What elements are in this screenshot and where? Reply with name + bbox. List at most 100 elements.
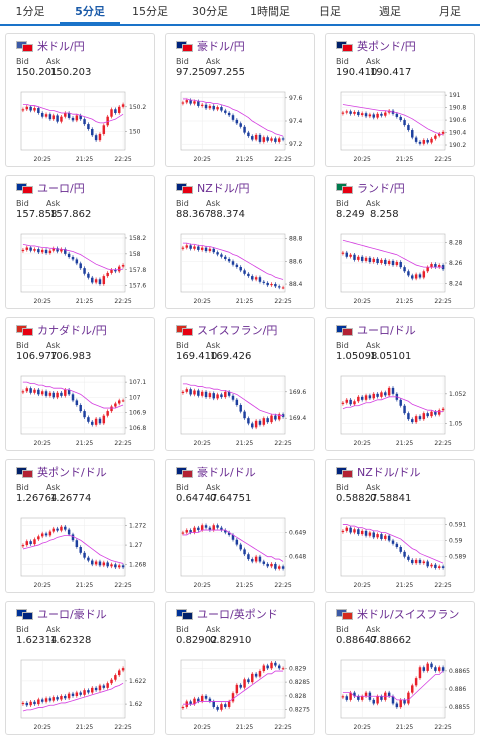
y-tick-label: 191 [449, 92, 461, 99]
rate-card[interactable]: ランド/円 Bid Ask 8.249 8.258 20:25 21:25 22:25 8.24… [325, 175, 475, 309]
pair-name[interactable]: ランド/円 [357, 182, 405, 195]
candle-body [414, 416, 418, 423]
rate-card[interactable]: ユーロ/円 Bid Ask 157.858 157.862 20:25 21:25 22:25… [5, 175, 155, 309]
pair-title[interactable]: カナダドル/円 [16, 323, 107, 337]
pair-name[interactable]: カナダドル/円 [37, 324, 107, 337]
rate-card[interactable]: スイスフラン/円 Bid Ask 169.410 169.426 20:25 21:25 22… [165, 317, 315, 451]
pair-title[interactable]: ユーロ/豪ドル [16, 607, 107, 621]
ask-price: 1.62328 [50, 635, 92, 646]
y-tick-label: 190.4 [449, 130, 466, 137]
tab-timeframe-0[interactable]: 1分足 [15, 5, 45, 18]
tab-timeframe-5[interactable]: 日足 [319, 5, 341, 18]
candle-body [91, 560, 94, 565]
candle-body [254, 673, 258, 677]
mini-chart[interactable]: 20:25 21:25 22:25 0.589 0.59 0.591 [331, 514, 473, 590]
pair-name[interactable]: NZドル/円 [197, 182, 250, 195]
pair-name[interactable]: ユーロ/英ポンド [197, 608, 278, 621]
pair-name[interactable]: スイスフラン/円 [197, 324, 278, 337]
rate-card[interactable]: 英ポンド/円 Bid Ask 190.410 190.417 20:25 21:25 22:2… [325, 33, 475, 167]
pair-title[interactable]: 米ドル/スイスフラン [336, 607, 459, 621]
pair-title[interactable]: 英ポンド/円 [336, 39, 416, 53]
pair-title[interactable]: NZドル/円 [176, 181, 249, 195]
candle-body [98, 133, 102, 141]
candle-body [247, 132, 250, 137]
x-tick-label: 20:25 [354, 156, 371, 163]
candle-body [251, 276, 254, 280]
rate-card[interactable]: ユーロ/英ポンド Bid Ask 0.82902 0.82910 20:25 21:25 22… [165, 601, 315, 735]
pair-title[interactable]: ユーロ/ドル [336, 323, 416, 337]
candle-body [60, 526, 63, 531]
mini-chart[interactable]: 20:25 21:25 22:25 190.2 190.4 190.6 190.8 191 [331, 88, 473, 164]
candle-body [121, 264, 125, 267]
tab-timeframe-3[interactable]: 30分足 [192, 5, 228, 18]
price-quotes: 1.05098 1.05101 [336, 351, 411, 362]
pair-name[interactable]: NZドル/ドル [357, 466, 421, 479]
pair-title[interactable]: 豪ドル/ドル [176, 465, 256, 479]
rate-card[interactable]: 豪ドル/円 Bid Ask 97.250 97.255 20:25 21:25 22:25 97… [165, 33, 315, 167]
tab-timeframe-4[interactable]: 1時間足 [250, 5, 290, 18]
mini-chart[interactable]: 20:25 21:25 22:25 88.4 88.6 88.8 [171, 230, 313, 306]
pair-title[interactable]: NZドル/ドル [336, 465, 420, 479]
mini-chart[interactable]: 20:25 21:25 22:25 1.62 1.622 [11, 656, 153, 732]
candle-body [353, 529, 356, 533]
rate-card[interactable]: NZドル/円 Bid Ask 88.367 88.374 20:25 21:25 22:25 8… [165, 175, 315, 309]
rate-card[interactable]: NZドル/ドル Bid Ask 0.58827 0.58841 20:25 21:25 22:… [325, 459, 475, 593]
candle-body [117, 266, 121, 272]
mini-chart[interactable]: 20:25 21:25 22:25 169.4 169.6 [171, 372, 313, 448]
candle-body [243, 126, 246, 133]
candle-body [21, 249, 25, 252]
rate-card[interactable]: 米ドル/円 Bid Ask 150.201 150.203 20:25 21:25 22:25… [5, 33, 155, 167]
candle-body [403, 405, 406, 414]
rate-card[interactable]: カナダドル/円 Bid Ask 106.977 106.983 20:25 21:25 22:… [5, 317, 155, 451]
candle-body [102, 125, 106, 134]
pair-name[interactable]: ユーロ/円 [37, 182, 85, 195]
candle-body [102, 685, 106, 688]
pair-name[interactable]: 英ポンド/円 [357, 40, 416, 53]
candle-body [349, 527, 352, 533]
candle-body [434, 564, 437, 568]
price-labels: Bid Ask [16, 341, 60, 350]
pair-name[interactable]: 英ポンド/ドル [37, 466, 107, 479]
mini-chart[interactable]: 20:25 21:25 22:25 1.268 1.27 1.272 [11, 514, 153, 590]
pair-name[interactable]: ユーロ/ドル [357, 324, 416, 337]
mini-chart[interactable]: 20:25 21:25 22:25 1.05 1.052 [331, 372, 473, 448]
pair-title[interactable]: 英ポンド/ドル [16, 465, 107, 479]
y-tick-label: 1.622 [129, 678, 146, 685]
mini-chart[interactable]: 20:25 21:25 22:25 8.24 8.26 8.28 [331, 230, 473, 306]
pair-name[interactable]: 豪ドル/ドル [197, 466, 256, 479]
pair-title[interactable]: 米ドル/円 [16, 39, 85, 53]
pair-title[interactable]: ランド/円 [336, 181, 405, 195]
pair-name[interactable]: ユーロ/豪ドル [37, 608, 107, 621]
bid-label: Bid [16, 341, 29, 350]
moving-average-line [342, 239, 444, 268]
bid-price: 88.367 [176, 209, 211, 220]
bid-price: 106.977 [16, 351, 58, 362]
mini-chart[interactable]: 20:25 21:25 22:25 0.648 0.649 [171, 514, 313, 590]
pair-title[interactable]: 豪ドル/円 [176, 39, 245, 53]
tab-timeframe-1[interactable]: 5分足 [60, 0, 120, 24]
pair-name[interactable]: 米ドル/スイスフラン [357, 608, 460, 621]
mini-chart[interactable]: 20:25 21:25 22:25 0.8275 0.828 0.8285 0.829 [171, 656, 313, 732]
tab-timeframe-2[interactable]: 15分足 [132, 5, 168, 18]
y-tick-label: 190.8 [449, 105, 466, 112]
pair-title[interactable]: スイスフラン/円 [176, 323, 277, 337]
currency-flags-icon [176, 608, 193, 620]
mini-chart[interactable]: 20:25 21:25 22:25 0.8855 0.886 0.8865 [331, 656, 473, 732]
pair-title[interactable]: ユーロ/英ポンド [176, 607, 278, 621]
pair-name[interactable]: 豪ドル/円 [197, 40, 245, 53]
ask-label: Ask [206, 199, 221, 208]
candle-body [426, 561, 429, 567]
mini-chart[interactable]: 20:25 21:25 22:25 150 150.2 [11, 88, 153, 164]
mini-chart[interactable]: 20:25 21:25 22:25 97.2 97.4 97.6 [171, 88, 313, 164]
rate-card[interactable]: 米ドル/スイスフラン Bid Ask 0.88647 0.88662 20:25 21:25… [325, 601, 475, 735]
rate-card[interactable]: ユーロ/豪ドル Bid Ask 1.62314 1.62328 20:25 21:25 22:… [5, 601, 155, 735]
mini-chart[interactable]: 20:25 21:25 22:25 157.6 157.8 158 158.2 [11, 230, 153, 306]
rate-card[interactable]: ユーロ/ドル Bid Ask 1.05098 1.05101 20:25 21:25 22:2… [325, 317, 475, 451]
pair-title[interactable]: ユーロ/円 [16, 181, 85, 195]
rate-card[interactable]: 豪ドル/ドル Bid Ask 0.64747 0.64751 20:25 21:25 22:2… [165, 459, 315, 593]
tab-timeframe-7[interactable]: 月足 [439, 5, 461, 18]
mini-chart[interactable]: 20:25 21:25 22:25 106.8 106.9 107 107.1 [11, 372, 153, 448]
rate-card[interactable]: 英ポンド/ドル Bid Ask 1.26764 1.26774 20:25 21:25 22:… [5, 459, 155, 593]
pair-name[interactable]: 米ドル/円 [37, 40, 85, 53]
tab-timeframe-6[interactable]: 週足 [379, 5, 401, 18]
